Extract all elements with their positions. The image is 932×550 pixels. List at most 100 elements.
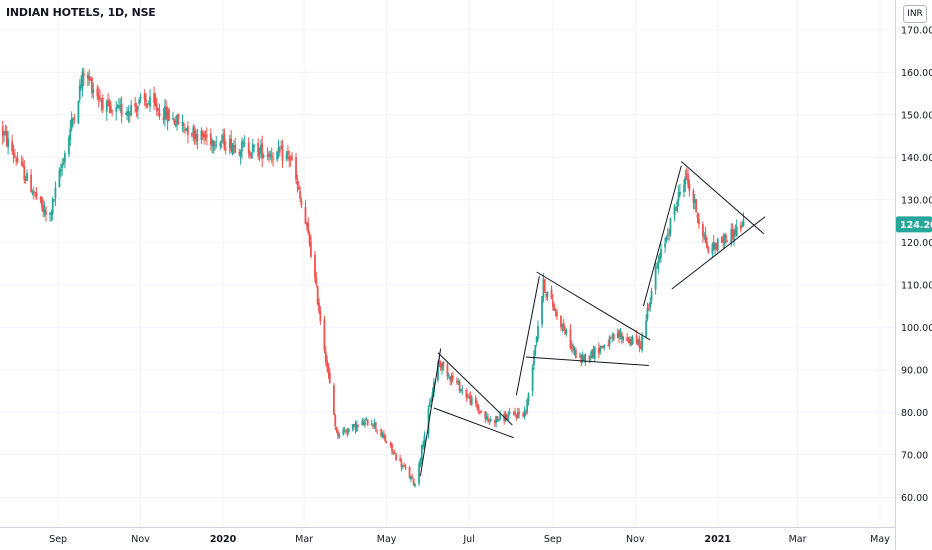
- candle-body: [385, 442, 388, 444]
- candle: [238, 148, 241, 157]
- candle: [608, 335, 611, 350]
- candle-body: [39, 197, 42, 200]
- candle: [153, 86, 156, 111]
- candle-body: [26, 173, 28, 181]
- candle-body: [34, 192, 37, 193]
- candle-body: [300, 201, 303, 206]
- candle-body: [450, 376, 453, 382]
- candle-body: [277, 147, 280, 152]
- x-tick-label: Sep: [49, 534, 67, 545]
- candle: [135, 102, 138, 117]
- candle: [650, 287, 653, 305]
- candle-body: [422, 444, 425, 447]
- candle: [138, 97, 141, 106]
- candle-body: [250, 153, 253, 155]
- candle: [15, 156, 18, 166]
- candle-body: [354, 423, 357, 431]
- candle: [591, 348, 593, 359]
- candle-body: [543, 279, 546, 293]
- candle: [3, 131, 5, 143]
- candle-body: [723, 234, 726, 244]
- currency-button[interactable]: INR: [903, 5, 927, 23]
- candle-body: [338, 434, 341, 438]
- candle: [277, 139, 280, 159]
- candle: [442, 361, 445, 371]
- candle: [677, 185, 680, 207]
- candle-body: [734, 230, 737, 234]
- candle-body: [506, 414, 508, 419]
- candle-body: [668, 233, 671, 235]
- candle-body: [711, 244, 714, 254]
- candle-body: [234, 145, 237, 153]
- x-tick-label: Nov: [131, 534, 150, 545]
- candle-body: [126, 111, 128, 116]
- candle: [664, 237, 666, 253]
- candle-body: [54, 187, 57, 198]
- candle-body: [88, 76, 91, 81]
- candle-body: [51, 198, 54, 215]
- candle: [54, 181, 57, 206]
- candle-body: [100, 101, 103, 103]
- candle-body: [466, 396, 469, 398]
- candle: [626, 333, 629, 342]
- candle: [383, 429, 385, 440]
- candle: [105, 99, 108, 121]
- candle: [496, 416, 499, 422]
- candle-body: [219, 142, 222, 147]
- candle: [410, 476, 412, 483]
- candle: [362, 418, 365, 426]
- candle: [484, 410, 487, 424]
- candle-body: [493, 420, 496, 423]
- candle-body: [212, 141, 215, 147]
- candle: [697, 212, 700, 229]
- candle-body: [351, 424, 354, 431]
- candle: [111, 109, 114, 117]
- candle: [269, 150, 272, 160]
- candle-body: [562, 322, 565, 331]
- candle: [337, 429, 339, 439]
- candle: [234, 137, 237, 153]
- candle-body: [177, 113, 180, 124]
- candle-body: [307, 223, 310, 233]
- candle-body: [61, 163, 64, 168]
- candle-body: [497, 419, 500, 421]
- candle-body: [337, 431, 339, 436]
- candle-body: [384, 436, 387, 442]
- candle-body: [639, 346, 642, 349]
- candle-body: [228, 138, 231, 148]
- candle-body: [241, 141, 243, 152]
- candle-body: [656, 267, 658, 269]
- candle: [537, 320, 539, 342]
- candle-body: [715, 243, 718, 250]
- candle-body: [111, 109, 114, 111]
- candle-body: [186, 125, 189, 135]
- candle: [334, 413, 337, 430]
- candle: [219, 140, 222, 150]
- candle-body: [477, 406, 480, 411]
- candle-body: [308, 233, 311, 244]
- x-tick-label: Jul: [462, 534, 474, 545]
- candle-body: [638, 337, 641, 348]
- candle-body: [31, 192, 34, 194]
- candle: [622, 335, 625, 344]
- candle: [361, 417, 364, 426]
- candle: [668, 228, 671, 241]
- candle: [186, 121, 189, 144]
- candle-body: [59, 169, 62, 172]
- candle-body: [192, 127, 195, 133]
- candle-body: [484, 411, 487, 419]
- candle-body: [153, 93, 156, 103]
- candle: [88, 69, 91, 86]
- candle: [497, 419, 500, 422]
- candle-body: [588, 355, 591, 360]
- candle: [347, 428, 350, 435]
- candle: [62, 157, 65, 166]
- candle: [100, 97, 103, 112]
- candle: [42, 199, 45, 218]
- candle-body: [574, 349, 577, 359]
- candle-body: [684, 176, 687, 185]
- candle: [647, 303, 650, 311]
- candle: [96, 84, 99, 101]
- candle-body: [687, 174, 689, 185]
